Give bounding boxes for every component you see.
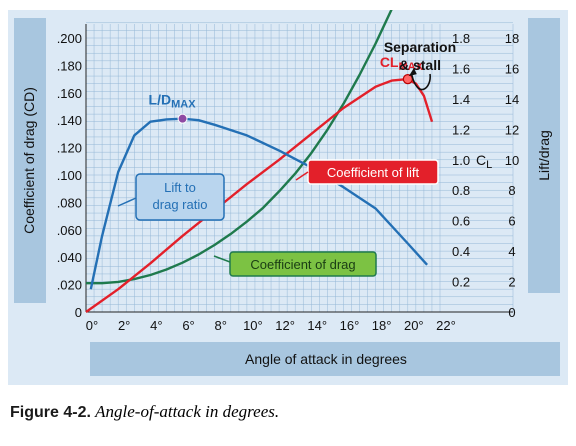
cl-tick-label: 1.8 <box>452 31 470 46</box>
x-tick-label: 0° <box>86 318 98 333</box>
ld-tick-label: 2 <box>508 275 515 290</box>
ld-tick-label: 18 <box>505 31 519 46</box>
x-tick-label: 4° <box>150 318 162 333</box>
cd-tick-label: .020 <box>57 278 82 293</box>
lift-curve <box>85 77 434 313</box>
x-axis-title: Angle of attack in degrees <box>245 351 407 367</box>
left-axis-band <box>14 18 46 303</box>
cd-tick-label: .180 <box>57 58 82 73</box>
x-tick-label: 8° <box>215 318 227 333</box>
x-axis-band <box>90 342 560 376</box>
cd-tick-label: .140 <box>57 113 82 128</box>
ld-callout-line2: drag ratio <box>153 197 208 212</box>
lift-callout-leader <box>295 171 309 181</box>
figure-caption-text: Angle-of-attack in degrees. <box>95 402 280 421</box>
cl-tick-label: 0.6 <box>452 214 470 229</box>
cd-tick-label: .100 <box>57 168 82 183</box>
curves-group <box>85 10 434 313</box>
cd-tick-label: .200 <box>57 31 82 46</box>
ld-tick-label: 16 <box>505 61 519 76</box>
ld-callout-box <box>135 173 225 221</box>
separation-label-line2: & stall <box>399 57 441 73</box>
ld-tick-label: 0 <box>508 305 515 320</box>
ld-tick-label: 14 <box>505 92 519 107</box>
lift-drag-ratio-curve <box>89 117 428 290</box>
cl-max-subscript: MAX <box>398 61 423 73</box>
drag-curve <box>86 10 393 285</box>
drag-callout-box <box>229 251 377 277</box>
ld-callout-line1: Lift to <box>164 180 196 195</box>
x-tick-label: 2° <box>118 318 130 333</box>
figure-caption: Figure 4-2. Angle-of-attack in degrees. <box>10 402 279 422</box>
cl-tick-label: 1.6 <box>452 61 470 76</box>
left-axis-title: Coefficient of drag (CD) <box>21 87 37 234</box>
cd-tick-label: .120 <box>57 141 82 156</box>
x-tick-label: 12° <box>275 318 295 333</box>
x-tick-label: 6° <box>182 318 194 333</box>
cd-tick-label: .060 <box>57 223 82 238</box>
x-tick-label: 16° <box>340 318 360 333</box>
separation-pointer <box>411 73 431 91</box>
cl-tick-label: 1.2 <box>452 122 470 137</box>
separation-label-line1: Separation <box>384 39 456 55</box>
right-axis-title: Lift/drag <box>536 130 552 181</box>
lift-drag-chart: 0 .020 .040 .060 .080 .100 .120 .140 .160 .180 .20… <box>8 10 568 385</box>
ld-callout-leader <box>117 197 137 207</box>
figure-label: Figure 4-2. <box>10 404 91 421</box>
cl-max-marker <box>402 73 413 85</box>
x-tick-label: 18° <box>372 318 392 333</box>
right-axis-band <box>528 18 560 293</box>
ld-tick-label: 4 <box>508 244 515 259</box>
cl-tick-label: 0.4 <box>452 244 470 259</box>
ld-tick-label: 10 <box>505 153 519 168</box>
x-tick-label: 10° <box>243 318 263 333</box>
cl-tick-label: 1.4 <box>452 92 470 107</box>
drag-callout-text: Coefficient of drag <box>250 257 355 272</box>
cd-tick-label: 0 <box>75 305 82 320</box>
separation-arrowhead <box>408 68 417 77</box>
cl-tick-label: 0.2 <box>452 275 470 290</box>
x-tick-label: 20° <box>404 318 424 333</box>
ld-max-subscript: MAX <box>171 99 196 111</box>
ld-tick-label: 8 <box>508 183 515 198</box>
ld-tick-label: 6 <box>508 214 515 229</box>
figure-panel: 0 .020 .040 .060 .080 .100 .120 .140 .160 .180 .20… <box>8 10 568 385</box>
x-tick-label: 14° <box>307 318 327 333</box>
x-tick-label: 22° <box>436 318 456 333</box>
cl-tick-label: 0.8 <box>452 183 470 198</box>
cl-axis-subscript: L <box>486 159 492 171</box>
cd-tick-label: .040 <box>57 250 82 265</box>
drag-callout-leader <box>213 255 231 263</box>
cd-tick-label: .080 <box>57 195 82 210</box>
cd-tick-label: .160 <box>57 86 82 101</box>
lift-callout-text: Coefficient of lift <box>327 165 420 180</box>
chart-background <box>8 10 568 385</box>
ld-max-marker <box>177 113 188 124</box>
ld-tick-label: 12 <box>505 122 519 137</box>
cl-tick-label: 1.0 <box>452 153 470 168</box>
